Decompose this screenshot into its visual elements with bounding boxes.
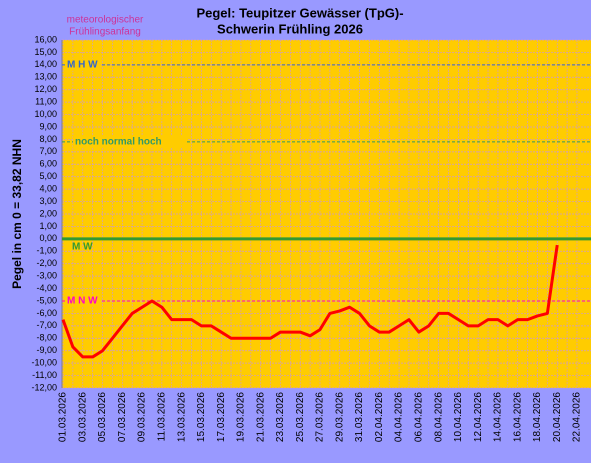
y-tick-label: 4,00: [39, 184, 57, 194]
label-background: [65, 58, 101, 71]
y-tick-label: -6,00: [36, 308, 57, 318]
x-tick-label: 08.04.2026: [433, 392, 444, 442]
x-tick-label: 03.03.2026: [77, 392, 88, 442]
x-tick-label: 09.03.2026: [137, 392, 148, 442]
x-tick-label: 16.04.2026: [512, 392, 523, 442]
x-tick-label: 20.04.2026: [552, 392, 563, 442]
y-tick-label: 14,00: [34, 59, 57, 69]
reference-label: M H W: [67, 59, 98, 70]
x-tick-label: 10.04.2026: [453, 392, 464, 442]
y-tick-label: -8,00: [36, 333, 57, 343]
y-tick-label: -2,00: [36, 258, 57, 268]
y-tick-label: -11,00: [32, 370, 57, 380]
y-tick-label: 3,00: [39, 196, 57, 206]
y-tick-label: -3,00: [36, 271, 57, 281]
y-tick-label: 0,00: [39, 233, 57, 243]
y-tick-label: 10,00: [34, 109, 57, 119]
y-tick-label: 13,00: [34, 72, 57, 82]
y-tick-label: -9,00: [36, 345, 57, 355]
x-tick-label: 23.03.2026: [275, 392, 286, 442]
x-tick-label: 22.04.2026: [572, 392, 583, 442]
y-tick-label: 7,00: [39, 146, 57, 156]
y-tick-label: 1,00: [39, 221, 57, 231]
reference-label: noch normal hoch: [75, 137, 162, 148]
y-tick-label: 9,00: [39, 121, 57, 131]
y-tick-label: 12,00: [34, 84, 57, 94]
x-tick-label: 02.04.2026: [374, 392, 385, 442]
x-tick-label: 21.03.2026: [255, 392, 266, 442]
y-axis-label: Pegel in cm 0 = 33,82 NHN: [10, 139, 24, 289]
label-background: [73, 135, 187, 148]
annotation: Frühlingsanfang: [69, 27, 141, 38]
x-tick-label: 31.03.2026: [354, 392, 365, 442]
y-tick-label: -5,00: [36, 295, 57, 305]
x-tick-label: 01.03.2026: [58, 392, 69, 442]
y-tick-label: -7,00: [36, 320, 57, 330]
x-tick-label: 19.03.2026: [236, 392, 247, 442]
x-tick-label: 06.04.2026: [413, 392, 424, 442]
y-tick-label: -4,00: [36, 283, 57, 293]
y-tick-label: 11,00: [35, 97, 57, 107]
x-tick-label: 29.03.2026: [334, 392, 345, 442]
x-tick-label: 11.03.2026: [156, 392, 167, 442]
y-tick-label: 5,00: [39, 171, 57, 181]
x-tick-label: 13.03.2026: [176, 392, 187, 442]
label-background: [65, 295, 101, 307]
y-tick-label: -1,00: [36, 246, 57, 256]
y-tick-label: 8,00: [39, 134, 57, 144]
x-tick-label: 07.03.2026: [117, 392, 128, 442]
y-tick-label: 16,00: [34, 34, 57, 44]
x-tick-label: 05.03.2026: [97, 392, 108, 442]
data-line: [61, 244, 559, 359]
x-tick-label: 12.04.2026: [473, 392, 484, 442]
chart-title: Pegel: Teupitzer Gewässer (TpG)-: [196, 5, 403, 20]
x-tick-label: 27.03.2026: [315, 392, 326, 442]
x-tick-label: 15.03.2026: [196, 392, 207, 442]
x-tick-label: 25.03.2026: [295, 392, 306, 442]
reference-label: M W: [72, 241, 93, 252]
chart-title: Schwerin Frühling 2026: [217, 21, 363, 36]
x-tick-label: 17.03.2026: [216, 392, 227, 442]
x-tick-label: 04.04.2026: [394, 392, 405, 442]
x-tick-label: 18.04.2026: [532, 392, 543, 442]
y-tick-label: -12,00: [31, 382, 57, 392]
annotation: meteorologischer: [67, 15, 144, 26]
y-tick-label: 6,00: [39, 159, 57, 169]
y-tick-label: 2,00: [39, 208, 57, 218]
reference-label: M N W: [67, 296, 98, 307]
y-tick-label: -10,00: [31, 358, 57, 368]
x-tick-label: 14.04.2026: [493, 392, 504, 442]
y-tick-label: 15,00: [34, 47, 57, 57]
